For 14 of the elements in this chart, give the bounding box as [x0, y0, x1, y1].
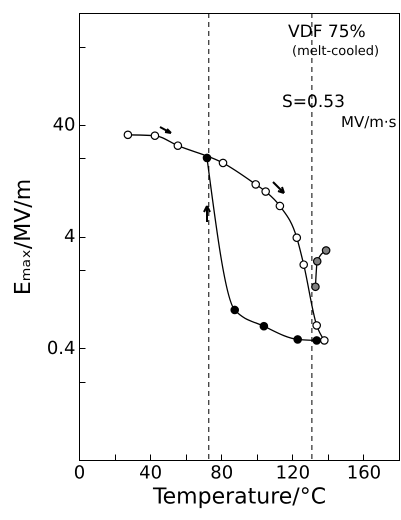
annotation: VDF 75%	[288, 22, 366, 42]
annotation: MV/m·s	[341, 113, 397, 131]
x-axis-title: Temperature/°C	[152, 484, 326, 510]
annotation: S=0.53	[282, 92, 345, 112]
x-tick-label: 40	[139, 462, 162, 484]
x-tick-label: 0	[74, 462, 86, 484]
x-tick-label: 160	[346, 462, 382, 484]
annotation: (melt-cooled)	[292, 44, 380, 59]
y-tick-label: 0.4	[46, 338, 76, 359]
y-tick-label: 40	[52, 114, 76, 136]
x-tick-label: 80	[210, 462, 234, 484]
x-tick-label: 120	[276, 462, 310, 484]
y-tick-label: 4	[64, 226, 76, 247]
y-axis-title: Eₘₐₓ/MV/m	[10, 178, 36, 296]
